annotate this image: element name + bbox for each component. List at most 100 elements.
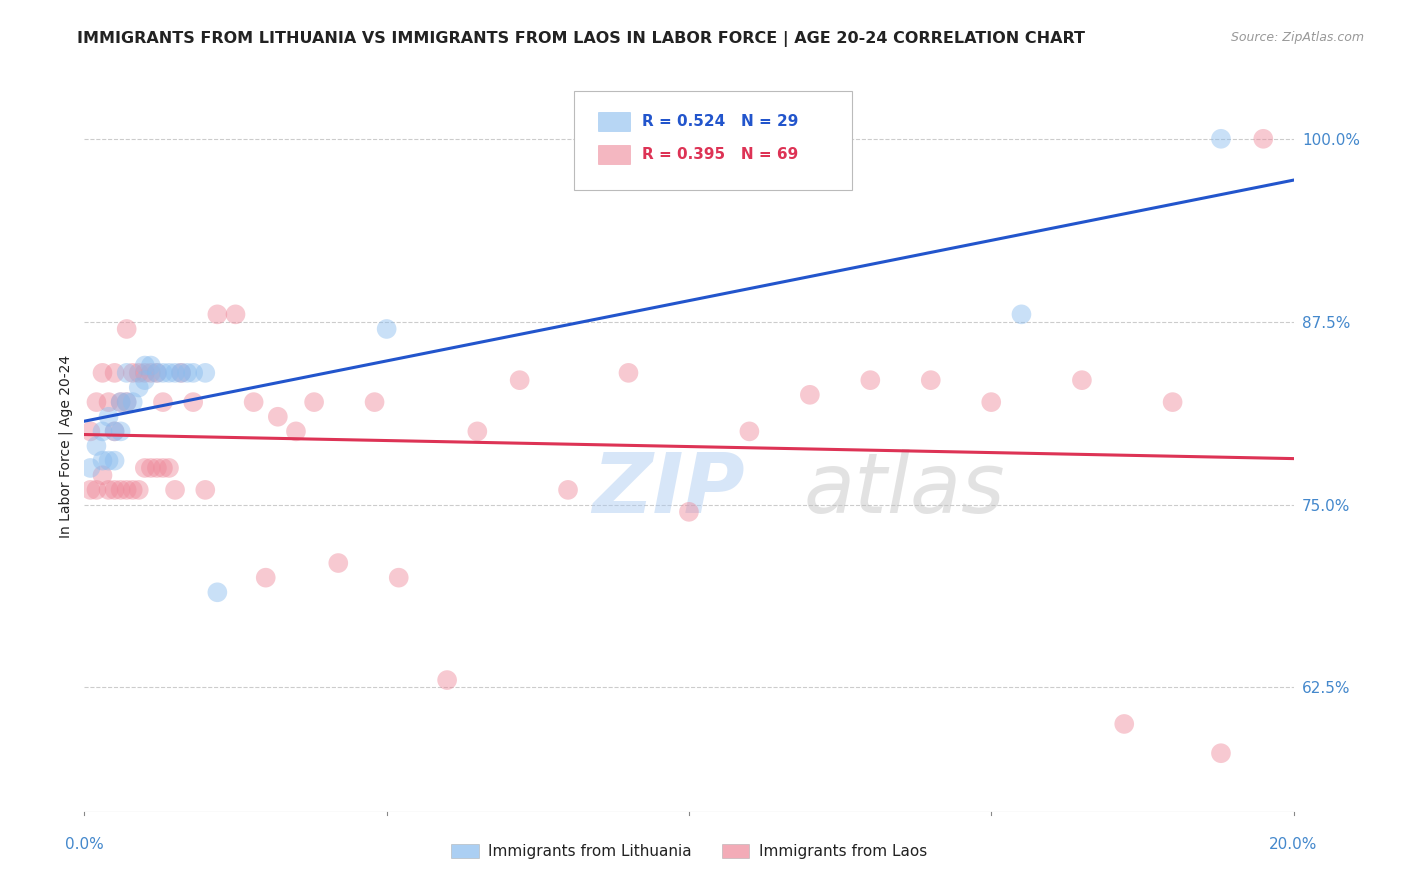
Point <box>181 395 204 409</box>
Point <box>115 395 138 409</box>
Point <box>104 453 127 467</box>
Point <box>110 483 132 497</box>
Point <box>1161 395 1184 409</box>
FancyBboxPatch shape <box>599 145 630 164</box>
Point <box>79 483 101 497</box>
Point <box>121 483 143 497</box>
Point <box>115 395 138 409</box>
Point <box>152 461 174 475</box>
Point <box>91 425 114 439</box>
Point <box>302 395 325 409</box>
Point <box>139 461 162 475</box>
Point <box>678 505 700 519</box>
Legend: Immigrants from Lithuania, Immigrants from Laos: Immigrants from Lithuania, Immigrants fr… <box>451 844 927 859</box>
Point <box>254 571 277 585</box>
Point <box>110 425 132 439</box>
Point <box>1071 373 1094 387</box>
FancyBboxPatch shape <box>599 112 630 131</box>
Point <box>79 425 101 439</box>
Point <box>176 366 198 380</box>
Point <box>115 483 138 497</box>
Point <box>157 366 180 380</box>
Point <box>139 366 162 380</box>
Point <box>146 366 169 380</box>
Point <box>91 468 114 483</box>
Point <box>436 673 458 687</box>
Point <box>509 373 531 387</box>
Point <box>1209 132 1232 146</box>
Point <box>97 453 120 467</box>
Text: IMMIGRANTS FROM LITHUANIA VS IMMIGRANTS FROM LAOS IN LABOR FORCE | AGE 20-24 COR: IMMIGRANTS FROM LITHUANIA VS IMMIGRANTS … <box>77 31 1085 47</box>
Point <box>980 395 1002 409</box>
Point <box>128 380 150 394</box>
Point <box>242 395 264 409</box>
Point <box>86 439 108 453</box>
Point <box>617 366 640 380</box>
Point <box>152 366 174 380</box>
Point <box>86 395 108 409</box>
Point <box>146 461 169 475</box>
Point <box>115 366 138 380</box>
Point <box>285 425 308 439</box>
Point <box>146 366 169 380</box>
Point <box>859 373 882 387</box>
Point <box>267 409 290 424</box>
Point <box>79 461 101 475</box>
Point <box>738 425 761 439</box>
Point <box>134 366 156 380</box>
Point <box>134 359 156 373</box>
Point <box>121 395 143 409</box>
Point <box>91 366 114 380</box>
Point <box>104 425 127 439</box>
Point <box>181 366 204 380</box>
Point <box>104 366 127 380</box>
Point <box>97 483 120 497</box>
Point <box>363 395 385 409</box>
Point <box>134 461 156 475</box>
Point <box>170 366 193 380</box>
Point <box>152 395 174 409</box>
Y-axis label: In Labor Force | Age 20-24: In Labor Force | Age 20-24 <box>59 354 73 538</box>
Point <box>165 366 187 380</box>
Point <box>165 483 187 497</box>
Point <box>139 359 162 373</box>
Point <box>375 322 398 336</box>
Text: Source: ZipAtlas.com: Source: ZipAtlas.com <box>1230 31 1364 45</box>
Point <box>91 453 114 467</box>
Text: atlas: atlas <box>804 450 1005 531</box>
Point <box>920 373 942 387</box>
Point <box>799 388 821 402</box>
Point <box>128 483 150 497</box>
Point <box>115 322 138 336</box>
Point <box>467 425 489 439</box>
Text: R = 0.524   N = 29: R = 0.524 N = 29 <box>641 114 799 129</box>
Point <box>104 425 127 439</box>
Point <box>557 483 579 497</box>
Point <box>194 483 217 497</box>
Point <box>128 366 150 380</box>
Point <box>121 366 143 380</box>
Point <box>157 461 180 475</box>
Point <box>170 366 193 380</box>
Point <box>97 409 120 424</box>
Text: R = 0.395   N = 69: R = 0.395 N = 69 <box>641 147 799 162</box>
Point <box>1011 307 1033 321</box>
Text: 20.0%: 20.0% <box>1270 837 1317 852</box>
Point <box>207 585 229 599</box>
FancyBboxPatch shape <box>574 91 852 190</box>
Point <box>1253 132 1275 146</box>
Text: 0.0%: 0.0% <box>65 837 104 852</box>
Point <box>86 483 108 497</box>
Point <box>225 307 247 321</box>
Point <box>104 483 127 497</box>
Point <box>194 366 217 380</box>
Point <box>134 373 156 387</box>
Point <box>110 395 132 409</box>
Text: ZIP: ZIP <box>592 450 745 531</box>
Point <box>388 571 411 585</box>
Point <box>110 395 132 409</box>
Point <box>328 556 350 570</box>
Point <box>1114 717 1136 731</box>
Point <box>207 307 229 321</box>
Point <box>1209 746 1232 760</box>
